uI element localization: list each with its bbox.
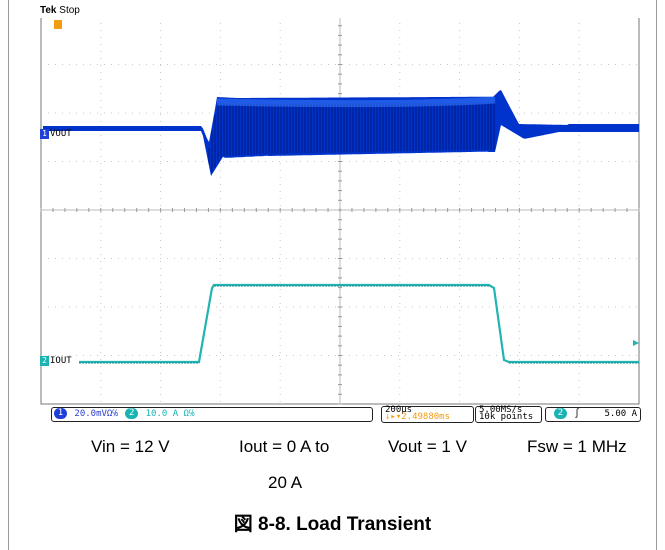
scope-plot: [40, 6, 640, 405]
trigger-readout: 2 ∫ 5.00 A: [545, 407, 641, 422]
graticule-grid: [40, 15, 640, 405]
rising-edge-icon: ∫: [574, 409, 580, 419]
trigger-level: 5.00 A: [604, 409, 637, 419]
trigger-position: ↓▸▾2.49880ms: [385, 412, 451, 422]
timebase: 200µs: [385, 405, 413, 415]
scope-status-bar: 1 20.0mVΩ℅ 2 10.0 A Ω℅ 200µs ↓▸▾2.49880m…: [39, 405, 642, 423]
acquisition-readout: 5.00MS/s 10k points: [475, 406, 542, 423]
record-length: 10k points: [479, 412, 534, 422]
ch2-ground-label: 2 IOUT: [40, 356, 72, 366]
scope-header: Tek Stop: [39, 5, 642, 18]
page-border-left: [8, 0, 9, 550]
channel-scale-readout: 1 20.0mVΩ℅ 2 10.0 A Ω℅: [51, 407, 373, 422]
timebase-readout: 200µs ↓▸▾2.49880ms: [381, 406, 474, 423]
ch1-scale: 20.0mVΩ℅: [74, 409, 118, 419]
ch2-chip: 2: [125, 408, 139, 419]
ch1-number: 1: [40, 129, 49, 139]
condition-vout: Vout = 1 V: [388, 437, 467, 456]
condition-vin: Vin = 12 V: [91, 437, 170, 456]
ch1-chip: 1: [54, 408, 67, 419]
vout-ripple: [208, 102, 495, 173]
ch2-scale: 10.0 A Ω℅: [145, 409, 195, 419]
page-border-right: [656, 0, 657, 550]
run-state: Stop: [59, 5, 80, 16]
waveforms: [43, 90, 639, 364]
ch2-name: IOUT: [50, 356, 72, 366]
trigger-marker-icon: [54, 20, 62, 29]
sample-rate: 5.00MS/s: [479, 405, 523, 415]
ch1-ground-label: 1 VOUT: [40, 129, 72, 139]
brand-label: Tek: [40, 5, 57, 16]
iout-waveform: [79, 283, 639, 364]
vout-highlight: [216, 96, 496, 108]
condition-iout-cont: 20 A: [268, 473, 303, 492]
oscilloscope-screenshot: Tek Stop 1 VOUT 2 IOUT 1 20.0mVΩ℅ 2 10.0 A…: [39, 5, 642, 423]
trigger-level-icon: [633, 340, 639, 346]
ch1-name: VOUT: [50, 129, 72, 139]
condition-iout: Iout = 0 A to: [239, 437, 330, 456]
condition-fsw: Fsw = 1 MHz: [527, 437, 627, 456]
iout-noise: [79, 285, 639, 364]
trigger-channel: 2: [554, 408, 567, 419]
figure-caption: 図 8-8. Load Transient: [233, 514, 432, 535]
ch2-number: 2: [40, 356, 49, 366]
scope-status: Tek Stop: [40, 5, 80, 16]
